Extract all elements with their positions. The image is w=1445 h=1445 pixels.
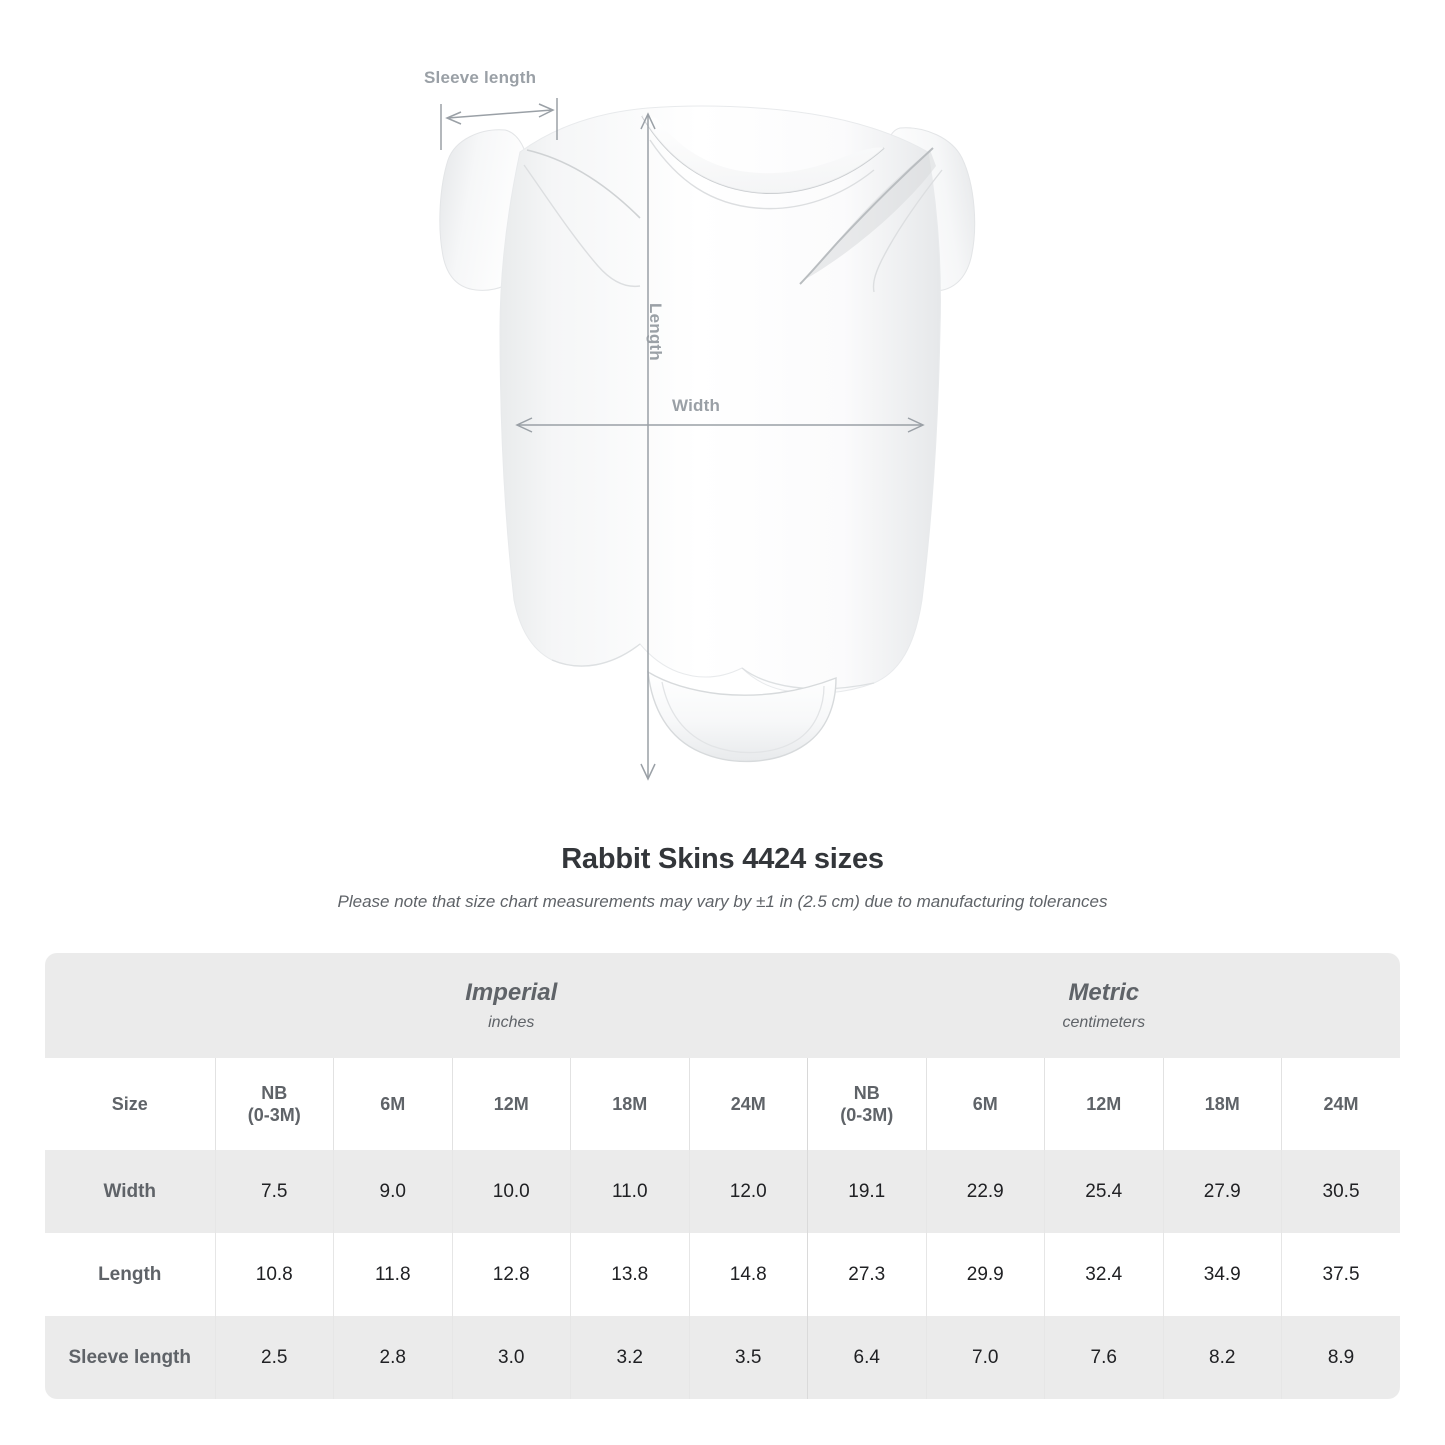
cell-length-met-6m: 29.9 bbox=[925, 1233, 1045, 1316]
cell-sleeve-met-24m: 8.9 bbox=[1281, 1316, 1401, 1399]
header-imperial-24m: 24M bbox=[688, 1058, 808, 1150]
right-armhole-seam bbox=[872, 169, 943, 293]
left-armhole-seam bbox=[523, 164, 641, 288]
cell-sleeve-met-18m: 8.2 bbox=[1162, 1316, 1282, 1399]
width-label: Width bbox=[672, 396, 721, 415]
cell-width-imp-6m: 9.0 bbox=[333, 1150, 452, 1233]
table-row: Width 7.5 9.0 10.0 11.0 12.0 19.1 22.9 2… bbox=[45, 1150, 1401, 1233]
cell-length-met-nb: 27.3 bbox=[807, 1233, 927, 1316]
width-arrowhead-left bbox=[515, 417, 533, 433]
left-leg-hem bbox=[551, 643, 641, 667]
bodysuit-body bbox=[499, 105, 941, 694]
row-label-length: Length bbox=[45, 1233, 215, 1316]
header-nb-line2: (0-3M) bbox=[247, 1105, 301, 1125]
unit-sub-imperial: inches bbox=[488, 1013, 535, 1031]
tolerance-note: Please note that size chart measurements… bbox=[337, 892, 1108, 911]
neck-band bbox=[642, 116, 884, 194]
size-table: Imperial inches Metric centimeters Size … bbox=[45, 953, 1401, 1399]
neckline-inner bbox=[649, 139, 875, 210]
sleeve-arrow-line bbox=[447, 109, 553, 119]
left-lap-seam bbox=[526, 149, 641, 219]
header-metric-nb: NB (0-3M) bbox=[807, 1058, 927, 1150]
length-label: Length bbox=[646, 303, 665, 361]
unit-band-spacer bbox=[45, 953, 215, 1058]
cell-length-met-12m: 32.4 bbox=[1044, 1233, 1164, 1316]
cell-length-imp-12m: 12.8 bbox=[451, 1233, 571, 1316]
header-imperial-18m: 18M bbox=[570, 1058, 689, 1150]
unit-group-imperial: Imperial inches bbox=[215, 953, 808, 1058]
row-label-width: Width bbox=[45, 1150, 215, 1233]
right-lap-shadow bbox=[804, 150, 936, 280]
cell-width-met-12m: 25.4 bbox=[1044, 1150, 1164, 1233]
garment-illustration: Sleeve length Length Width bbox=[424, 68, 976, 781]
cell-sleeve-imp-nb: 2.5 bbox=[214, 1316, 334, 1399]
header-metric-6m: 6M bbox=[925, 1058, 1045, 1150]
cell-width-imp-12m: 10.0 bbox=[451, 1150, 571, 1233]
header-metric-18m: 18M bbox=[1162, 1058, 1282, 1150]
sleeve-arrowhead-right bbox=[538, 103, 555, 118]
header-metric-24m: 24M bbox=[1281, 1058, 1401, 1150]
cell-sleeve-imp-24m: 3.5 bbox=[688, 1316, 808, 1399]
unit-sub-metric: centimeters bbox=[1062, 1013, 1146, 1031]
length-arrowhead-top bbox=[640, 112, 656, 130]
header-nb-line1: NB bbox=[261, 1082, 288, 1103]
page-title: Rabbit Skins 4424 sizes bbox=[561, 843, 884, 875]
cell-width-met-24m: 30.5 bbox=[1281, 1150, 1401, 1233]
right-leg-hem bbox=[741, 667, 875, 690]
header-size: Size bbox=[45, 1058, 215, 1150]
cell-width-met-nb: 19.1 bbox=[807, 1150, 927, 1233]
header-nb-line2-metric: (0-3M) bbox=[840, 1105, 894, 1125]
cell-sleeve-met-nb: 6.4 bbox=[807, 1316, 927, 1399]
table-row: Length 10.8 11.8 12.8 13.8 14.8 27.3 29.… bbox=[45, 1233, 1401, 1316]
unit-group-metric: Metric centimeters bbox=[807, 953, 1401, 1058]
sleeve-length-label: Sleeve length bbox=[424, 68, 537, 87]
length-arrowhead-bottom bbox=[640, 763, 656, 781]
cell-width-imp-nb: 7.5 bbox=[214, 1150, 334, 1233]
cell-length-imp-nb: 10.8 bbox=[214, 1233, 334, 1316]
cell-sleeve-imp-12m: 3.0 bbox=[451, 1316, 571, 1399]
width-arrowhead-right bbox=[907, 417, 925, 433]
cell-sleeve-met-12m: 7.6 bbox=[1044, 1316, 1164, 1399]
crotch-gusset bbox=[647, 670, 837, 763]
header-imperial-nb: NB (0-3M) bbox=[214, 1058, 334, 1150]
table-header-row: Size NB (0-3M) 6M 12M 18M 24M NB (0-3M) … bbox=[45, 1058, 1401, 1150]
cell-length-met-18m: 34.9 bbox=[1162, 1233, 1282, 1316]
header-metric-12m: 12M bbox=[1044, 1058, 1164, 1150]
gusset-snap-seam bbox=[661, 681, 825, 754]
cell-length-imp-18m: 13.8 bbox=[570, 1233, 689, 1316]
cell-width-imp-18m: 11.0 bbox=[570, 1150, 689, 1233]
unit-name-metric: Metric bbox=[1068, 979, 1140, 1007]
bodysuit-diagram-svg bbox=[439, 98, 976, 781]
cell-sleeve-imp-18m: 3.2 bbox=[570, 1316, 689, 1399]
title-block: Rabbit Skins 4424 sizes Please note that… bbox=[0, 843, 1445, 912]
cell-width-imp-24m: 12.0 bbox=[688, 1150, 808, 1233]
row-label-sleeve-length: Sleeve length bbox=[45, 1316, 215, 1399]
unit-system-band: Imperial inches Metric centimeters bbox=[45, 953, 1401, 1058]
cell-length-met-24m: 37.5 bbox=[1281, 1233, 1401, 1316]
cell-length-imp-24m: 14.8 bbox=[688, 1233, 808, 1316]
cell-sleeve-met-6m: 7.0 bbox=[925, 1316, 1045, 1399]
unit-name-imperial: Imperial bbox=[465, 979, 558, 1007]
cell-width-met-18m: 27.9 bbox=[1162, 1150, 1282, 1233]
header-nb-line1-metric: NB bbox=[853, 1082, 880, 1103]
right-lap-seam bbox=[799, 147, 934, 285]
cell-sleeve-imp-6m: 2.8 bbox=[333, 1316, 452, 1399]
table-row: Sleeve length 2.5 2.8 3.0 3.2 3.5 6.4 7.… bbox=[45, 1316, 1401, 1399]
size-table-wrapper: Imperial inches Metric centimeters Size … bbox=[45, 953, 1401, 1399]
header-imperial-6m: 6M bbox=[333, 1058, 452, 1150]
cell-width-met-6m: 22.9 bbox=[925, 1150, 1045, 1233]
cell-length-imp-6m: 11.8 bbox=[333, 1233, 452, 1316]
header-imperial-12m: 12M bbox=[451, 1058, 571, 1150]
sleeve-arrowhead-left bbox=[445, 111, 462, 125]
